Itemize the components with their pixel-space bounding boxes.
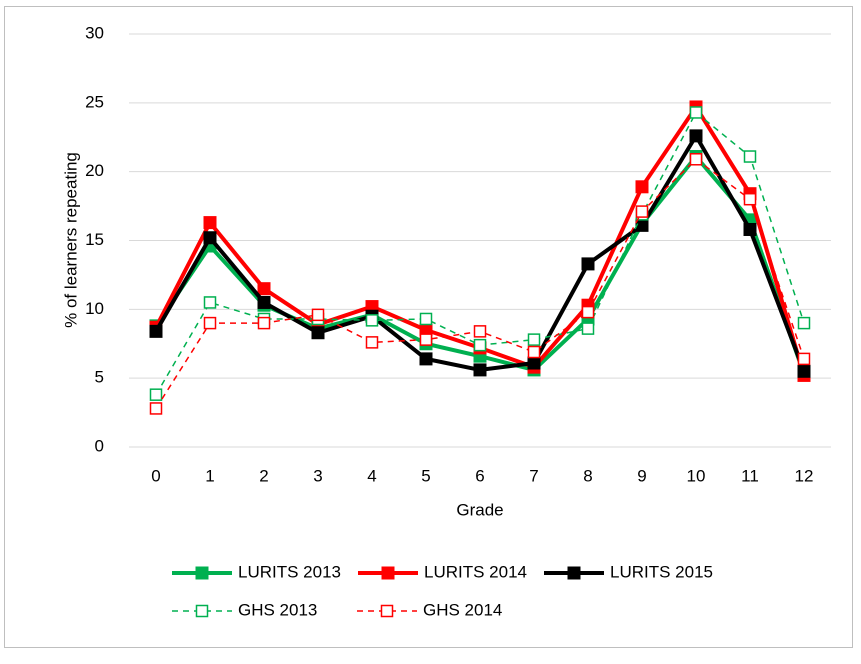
x-tick-label: 10 — [687, 466, 706, 485]
data-point — [797, 352, 811, 366]
y-tick-label: 10 — [85, 299, 104, 318]
x-tick-label: 2 — [259, 466, 268, 485]
y-tick-label: 25 — [85, 92, 104, 111]
data-point — [689, 106, 703, 119]
x-tick-label: 4 — [367, 466, 376, 485]
legend-marker — [380, 604, 394, 618]
x-tick-label: 8 — [583, 466, 592, 485]
data-point — [527, 356, 541, 370]
legend-marker — [567, 566, 581, 580]
data-point — [203, 296, 217, 309]
y-axis-label: % of learners repeating — [61, 152, 80, 328]
data-point — [203, 216, 217, 230]
y-tick-label: 0 — [95, 436, 104, 455]
data-point — [635, 205, 649, 218]
data-point — [689, 153, 703, 166]
x-tick-label: 12 — [795, 466, 814, 485]
data-point — [311, 326, 325, 340]
legend-label: LURITS 2013 — [238, 562, 341, 581]
x-tick-label: 11 — [741, 466, 759, 485]
data-point — [527, 333, 541, 346]
data-point — [149, 402, 163, 415]
x-tick-label: 1 — [205, 466, 214, 485]
data-point — [419, 352, 433, 366]
legend-label: LURITS 2014 — [424, 562, 527, 581]
data-point — [257, 316, 271, 330]
data-point — [203, 231, 217, 245]
x-tick-label: 0 — [151, 466, 160, 485]
data-point — [581, 322, 595, 335]
data-point — [365, 336, 379, 349]
x-tick-label: 9 — [637, 466, 646, 485]
y-tick-label: 5 — [95, 368, 104, 387]
y-tick-label: 20 — [85, 161, 104, 180]
data-point — [743, 192, 757, 206]
data-point — [419, 312, 433, 326]
x-tick-label: 6 — [475, 466, 484, 485]
data-point — [149, 324, 163, 338]
legend-marker — [195, 566, 209, 580]
legend-marker — [195, 604, 209, 618]
legend-label: LURITS 2015 — [610, 562, 713, 581]
data-point — [473, 338, 487, 352]
data-point — [365, 314, 379, 327]
x-tick-label: 3 — [313, 466, 322, 485]
data-point — [797, 316, 811, 330]
data-point — [743, 222, 757, 236]
data-point — [527, 345, 541, 359]
x-tick-label: 7 — [529, 466, 538, 485]
legend-label: GHS 2013 — [238, 600, 317, 619]
data-point — [743, 150, 757, 163]
data-point — [581, 305, 595, 319]
data-point — [419, 333, 433, 346]
data-point — [635, 218, 649, 232]
legend-marker — [381, 566, 395, 580]
x-axis-label: Grade — [456, 500, 503, 519]
data-point — [149, 388, 163, 401]
data-point — [203, 316, 217, 330]
data-point — [689, 129, 703, 143]
data-point — [473, 363, 487, 377]
data-point — [635, 180, 649, 194]
y-tick-label: 30 — [85, 23, 104, 42]
x-tick-label: 5 — [421, 466, 430, 485]
y-tick-label: 15 — [85, 230, 104, 249]
data-point — [311, 308, 325, 322]
data-point — [581, 257, 595, 271]
data-point — [257, 295, 271, 309]
data-point — [473, 325, 487, 338]
data-point — [797, 364, 811, 378]
data-point — [257, 282, 271, 296]
legend-label: GHS 2014 — [423, 600, 502, 619]
